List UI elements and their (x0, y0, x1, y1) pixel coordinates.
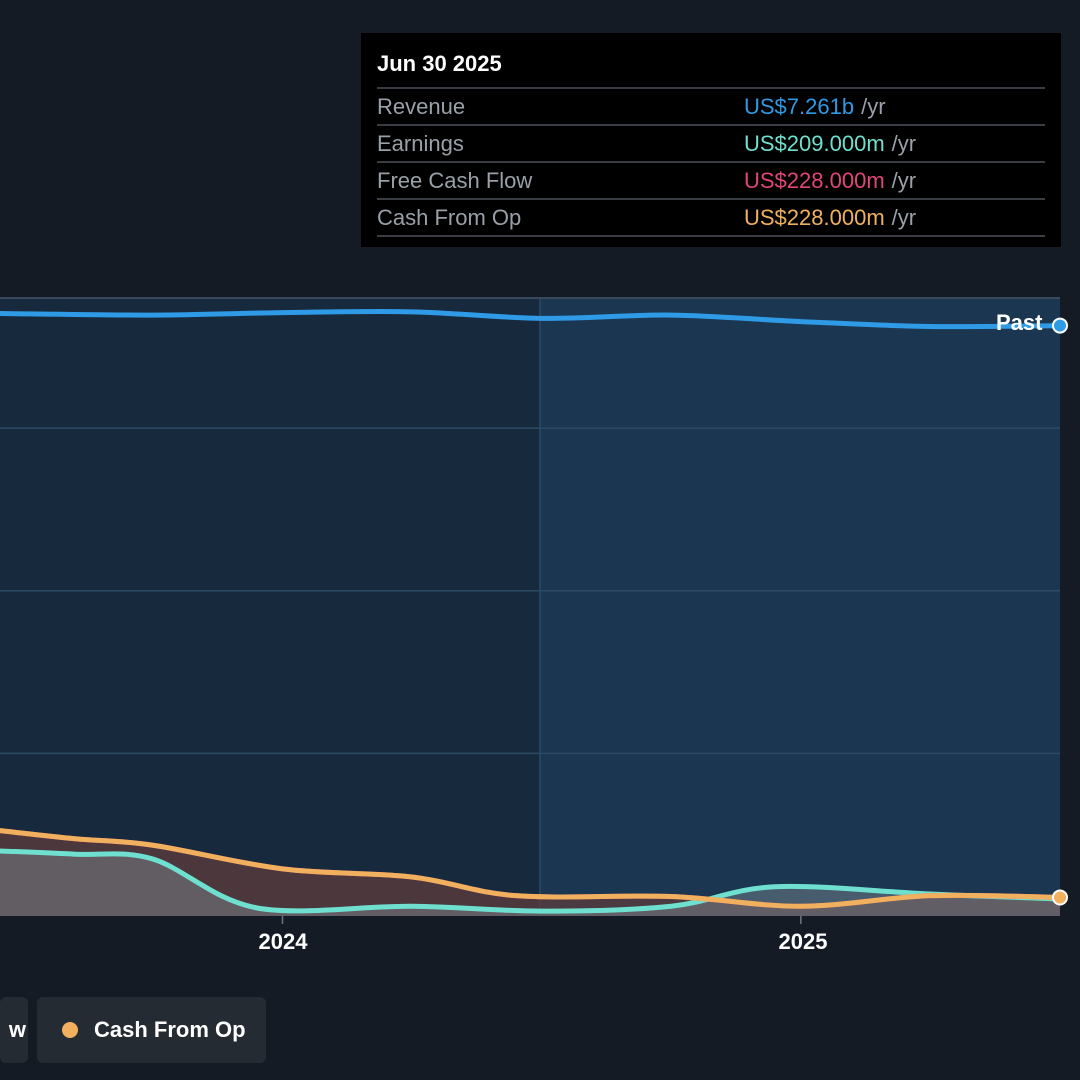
tooltip-unit: /yr (891, 130, 917, 156)
tooltip-date: Jun 30 2025 (377, 51, 502, 76)
series-lines (0, 308, 1063, 914)
legend-item-free-cash-flow[interactable]: w (0, 997, 28, 1063)
tooltip-unit: /yr (891, 167, 917, 193)
tooltip-row-revenue: Revenue US$7.261b /yr (377, 87, 1045, 124)
tooltip-label: Earnings (377, 130, 464, 156)
legend-item-cash-from-op[interactable]: Cash From Op (37, 997, 266, 1063)
series-line-cash-from-op (0, 828, 1063, 909)
series-line-earnings (0, 848, 1063, 914)
series-area-earnings (0, 850, 1060, 916)
tooltip-label: Free Cash Flow (377, 167, 533, 193)
series-areas (0, 830, 1060, 916)
series-endpoint-cash-from-op (1052, 889, 1068, 906)
legend-dot-icon (62, 1022, 78, 1038)
series-endpoints (1052, 317, 1068, 906)
series-line-revenue (0, 308, 1063, 330)
x-tick-label-2024: 2024 (258, 929, 308, 954)
tooltip-value: US$7.261b (744, 93, 855, 119)
tooltip-row-earnings: Earnings US$209.000m /yr (377, 124, 1045, 161)
legend-label: Cash From Op (94, 1017, 246, 1042)
tooltip-unit: /yr (891, 204, 917, 230)
gridlines (0, 427, 1060, 755)
x-tick-marks (281, 916, 802, 924)
data-tooltip: Jun 30 2025 Revenue US$7.261b /yr Earnin… (361, 33, 1061, 247)
tooltip-value: US$209.000m (744, 130, 885, 156)
tooltip-row-cash-from-op: Cash From Op US$228.000m /yr (377, 198, 1045, 237)
series-endpoint-revenue (1052, 317, 1068, 334)
plot-area-past (540, 298, 1060, 916)
x-tick-label-2025: 2025 (778, 929, 828, 954)
tooltip-label: Cash From Op (377, 204, 522, 230)
tooltip-value: US$228.000m (744, 167, 885, 193)
tooltip-label: Revenue (377, 93, 466, 119)
plot-area-left (0, 298, 540, 916)
tooltip-value: US$228.000m (744, 204, 885, 230)
tooltip-unit: /yr (861, 93, 886, 119)
tooltip-row-free-cash-flow: Free Cash Flow US$228.000m /yr (377, 161, 1045, 198)
series-area-free-cash-flow (0, 830, 1060, 916)
past-label: Past (996, 310, 1043, 335)
series-area-cash-from-op (0, 830, 1060, 916)
legend-label: w (8, 1017, 26, 1042)
